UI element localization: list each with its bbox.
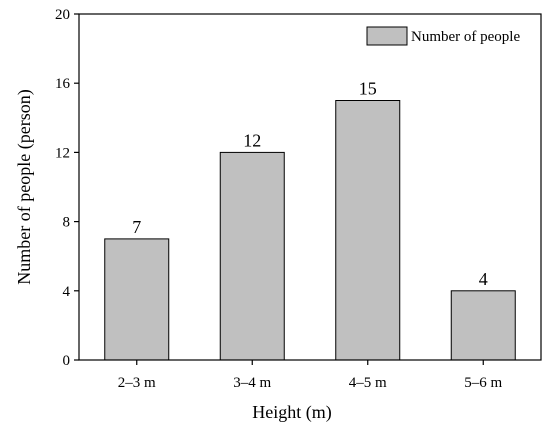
bar-value-label: 7 [132,217,141,237]
bar-value-label: 15 [359,79,377,99]
y-tick-label: 4 [63,284,71,300]
legend: Number of people [366,26,520,46]
y-axis-title: Number of people (person) [14,89,35,284]
y-ticks: 0 4 8 12 16 20 [55,7,79,369]
bar-labels: 7 12 15 4 [132,79,488,289]
y-tick-label: 16 [55,76,71,92]
y-tick-label: 0 [63,353,71,369]
plot-frame [78,13,542,361]
x-tick-label: 5–6 m [464,375,502,391]
x-tick-label: 3–4 m [233,375,271,391]
x-ticks: 2–3 m 3–4 m 4–5 m 5–6 m [118,360,503,391]
bars [104,100,516,361]
y-tick-label: 20 [55,7,70,23]
legend-label: Number of people [411,29,520,45]
legend-swatch [366,26,408,46]
bar-value-label: 12 [243,130,261,150]
bar [450,290,516,361]
y-tick-label: 12 [55,145,70,161]
axes [78,13,542,361]
y-tick-label: 8 [63,215,71,231]
bar-value-label: 4 [479,269,488,289]
bar [219,151,285,361]
x-tick-label: 2–3 m [118,375,156,391]
bar [335,100,401,361]
bar [104,238,170,361]
x-axis-title: Height (m) [252,402,331,423]
x-tick-label: 4–5 m [349,375,387,391]
